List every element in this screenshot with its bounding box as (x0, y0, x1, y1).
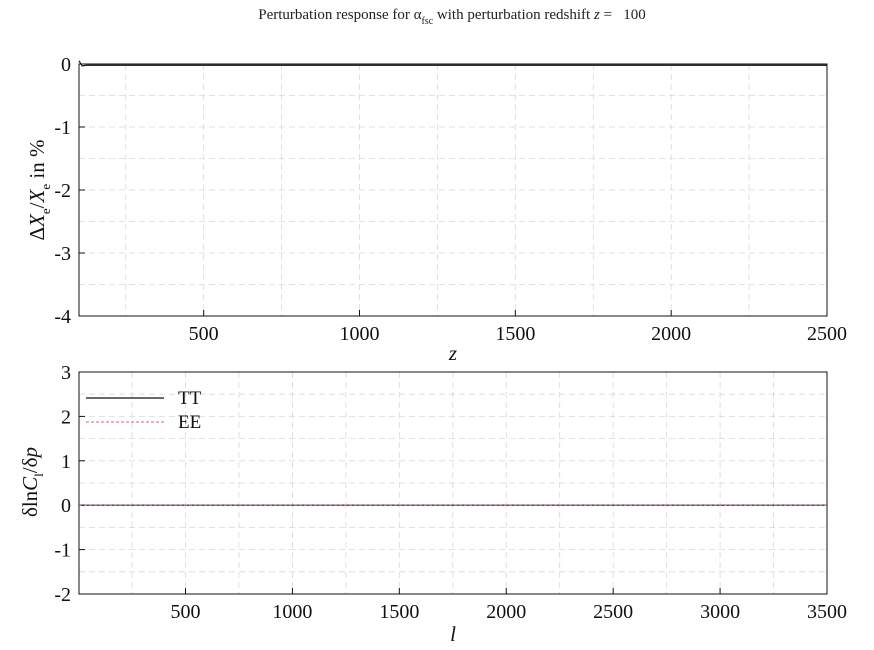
top-x-axis-label: z (448, 341, 457, 365)
x-tick-label: 1500 (379, 601, 419, 623)
x-tick-label: 3500 (807, 601, 847, 623)
x-tick-label: 2000 (486, 601, 526, 623)
legend-tt-label: TT (178, 388, 202, 409)
y-tick-label: 3 (61, 362, 71, 384)
bottom-grid (79, 372, 827, 594)
bottom-plot-frame (78, 371, 828, 595)
y-tick-label: -1 (54, 117, 71, 139)
xe-response-line (78, 60, 827, 67)
y-tick-label: -4 (54, 306, 71, 328)
figure-title: Perturbation response for αfsc with pert… (258, 7, 646, 27)
top-chart-panel: 500 1000 1500 2000 2500 0 -1 -2 -3 -4 z ΔXe/Xe in… (25, 54, 847, 365)
bottom-y-axis-label: δlnCl/δp (18, 447, 46, 517)
x-tick-label: 1000 (272, 601, 312, 623)
top-ticks: 500 1000 1500 2000 2500 0 -1 -2 -3 -4 (54, 54, 847, 345)
y-tick-label: 0 (61, 54, 71, 76)
y-tick-label: -2 (54, 180, 71, 202)
top-grid (79, 64, 827, 316)
top-y-axis-label: ΔXe/Xe in % (25, 140, 53, 241)
top-series (78, 60, 827, 67)
bottom-ticks: 500 1000 1500 2000 2500 3000 3500 3 2 1 0 -1 -2 (54, 362, 847, 623)
y-tick-label: 0 (61, 495, 71, 517)
legend-ee-label: EE (178, 412, 201, 433)
x-tick-label: 500 (170, 601, 200, 623)
x-tick-label: 2000 (651, 323, 691, 345)
y-tick-label: -2 (54, 584, 71, 606)
y-tick-label: -3 (54, 243, 71, 265)
x-tick-label: 1500 (495, 323, 535, 345)
bottom-chart-panel: 500 1000 1500 2000 2500 3000 3500 3 2 1 0 -1 -2 TT E… (18, 362, 847, 646)
x-tick-label: 2500 (807, 323, 847, 345)
y-tick-label: 2 (61, 406, 71, 428)
y-tick-label: -1 (54, 540, 71, 562)
x-tick-label: 2500 (593, 601, 633, 623)
x-tick-label: 500 (189, 323, 219, 345)
x-tick-label: 3000 (700, 601, 740, 623)
x-tick-label: 1000 (340, 323, 380, 345)
y-tick-label: 1 (61, 451, 71, 473)
legend: TT EE (86, 388, 202, 433)
bottom-x-axis-label: l (450, 622, 456, 646)
